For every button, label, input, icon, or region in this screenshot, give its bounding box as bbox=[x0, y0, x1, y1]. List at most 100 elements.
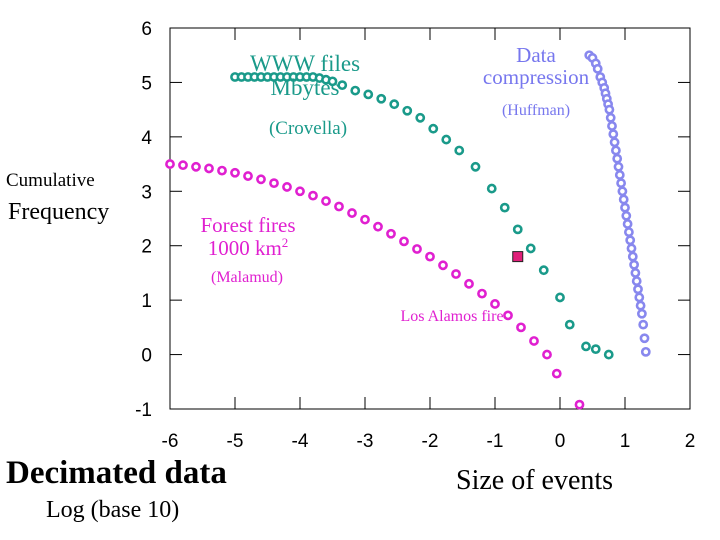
data-point bbox=[639, 333, 650, 344]
data-point bbox=[538, 265, 549, 276]
data-point bbox=[347, 208, 357, 218]
www-files-credit: (Crovella) bbox=[268, 118, 348, 139]
data-point bbox=[512, 224, 523, 235]
data-point bbox=[477, 288, 487, 299]
data-point bbox=[609, 137, 620, 148]
data-point bbox=[516, 322, 526, 333]
x-tick-label: 0 bbox=[555, 431, 566, 452]
data-point bbox=[191, 161, 201, 172]
data-point bbox=[363, 89, 374, 100]
data-point bbox=[622, 219, 633, 229]
data-point bbox=[321, 196, 331, 206]
series-2 bbox=[165, 159, 585, 410]
data-point bbox=[399, 236, 409, 247]
forest-fires-label: Forest fires 1000 km2 bbox=[180, 214, 316, 259]
data-point bbox=[499, 202, 510, 213]
data-point bbox=[415, 112, 426, 123]
www-files-line2: Mbytes bbox=[270, 75, 340, 101]
forest-fires-line2: 1000 km2 bbox=[180, 236, 316, 259]
data-marks bbox=[165, 50, 651, 410]
y-tick-label: 6 bbox=[141, 19, 152, 40]
data-point bbox=[633, 284, 643, 295]
data-point bbox=[608, 129, 619, 140]
data-point bbox=[454, 145, 465, 156]
data-point bbox=[605, 112, 616, 123]
data-point bbox=[204, 163, 214, 174]
data-point bbox=[614, 170, 625, 180]
data-point bbox=[243, 171, 253, 181]
forest-fires-line1: Forest fires bbox=[200, 213, 296, 237]
data-point bbox=[625, 235, 636, 246]
y-tick-label: 1 bbox=[141, 291, 152, 312]
x-tick-label: 2 bbox=[685, 431, 696, 452]
data-point bbox=[389, 99, 400, 110]
data-point bbox=[542, 349, 552, 360]
data-point bbox=[638, 319, 649, 330]
data-point bbox=[620, 202, 630, 213]
series-3 bbox=[584, 50, 651, 357]
x-tick-label: -1 bbox=[487, 431, 504, 452]
x-tick-label: 1 bbox=[620, 431, 631, 452]
data-point bbox=[337, 80, 348, 91]
x-axis-title: Size of events bbox=[456, 465, 614, 496]
data-point bbox=[555, 292, 565, 303]
y-tick-label: 0 bbox=[141, 346, 152, 367]
data-point bbox=[637, 308, 647, 319]
data-point bbox=[350, 85, 361, 96]
data-point bbox=[635, 300, 646, 311]
data-point bbox=[441, 134, 452, 145]
data-point bbox=[486, 183, 497, 194]
data-point bbox=[412, 244, 422, 254]
data-point bbox=[451, 269, 461, 279]
www-files-line1: WWW files bbox=[249, 51, 361, 76]
data-point bbox=[230, 167, 240, 178]
data-point bbox=[178, 160, 188, 171]
log-base-subtitle: Log (base 10) bbox=[46, 497, 180, 523]
data-point bbox=[581, 341, 591, 352]
data-point bbox=[603, 349, 614, 360]
y-axis-title-line1: Cumulative bbox=[6, 170, 95, 191]
los-alamos-marker bbox=[512, 251, 524, 263]
data-point bbox=[386, 228, 396, 239]
data-point bbox=[564, 319, 575, 330]
data-point bbox=[503, 310, 513, 321]
data-point bbox=[425, 251, 435, 262]
data-point bbox=[269, 178, 279, 189]
data-point bbox=[551, 368, 562, 379]
data-point bbox=[490, 299, 500, 309]
data-compression-line2: compression bbox=[482, 65, 590, 90]
data-point bbox=[634, 292, 645, 303]
data-point bbox=[592, 63, 603, 74]
data-point bbox=[529, 336, 539, 346]
data-point bbox=[295, 186, 305, 197]
data-point bbox=[617, 186, 628, 197]
data-point bbox=[612, 153, 623, 164]
data-point bbox=[631, 276, 642, 286]
y-tick-label: 3 bbox=[141, 182, 152, 203]
data-point bbox=[616, 178, 626, 189]
www-files-label: WWW files Mbytes bbox=[230, 51, 380, 101]
y-tick-label: -1 bbox=[135, 400, 152, 421]
y-tick-label: 4 bbox=[141, 128, 152, 149]
data-point bbox=[604, 104, 615, 115]
data-point bbox=[428, 123, 439, 134]
data-point bbox=[217, 165, 227, 176]
data-point bbox=[402, 105, 413, 116]
data-point bbox=[630, 268, 641, 278]
data-point bbox=[470, 161, 481, 172]
forest-fires-units-exponent: 2 bbox=[281, 235, 289, 251]
forest-fires-units: 1000 km bbox=[207, 236, 282, 261]
y-axis-title-line2: Frequency bbox=[8, 199, 110, 225]
data-point bbox=[618, 194, 629, 205]
data-point bbox=[624, 227, 634, 238]
data-point bbox=[640, 346, 651, 357]
data-compression-label: Data compression bbox=[468, 44, 604, 88]
data-point bbox=[360, 214, 370, 225]
y-tick-label: 5 bbox=[141, 73, 152, 94]
los-alamos-label: Los Alamos fire bbox=[400, 308, 504, 325]
series-1 bbox=[230, 72, 614, 360]
data-point bbox=[165, 159, 175, 169]
x-tick-label: -5 bbox=[227, 431, 244, 452]
decimated-data-title: Decimated data bbox=[6, 455, 227, 491]
